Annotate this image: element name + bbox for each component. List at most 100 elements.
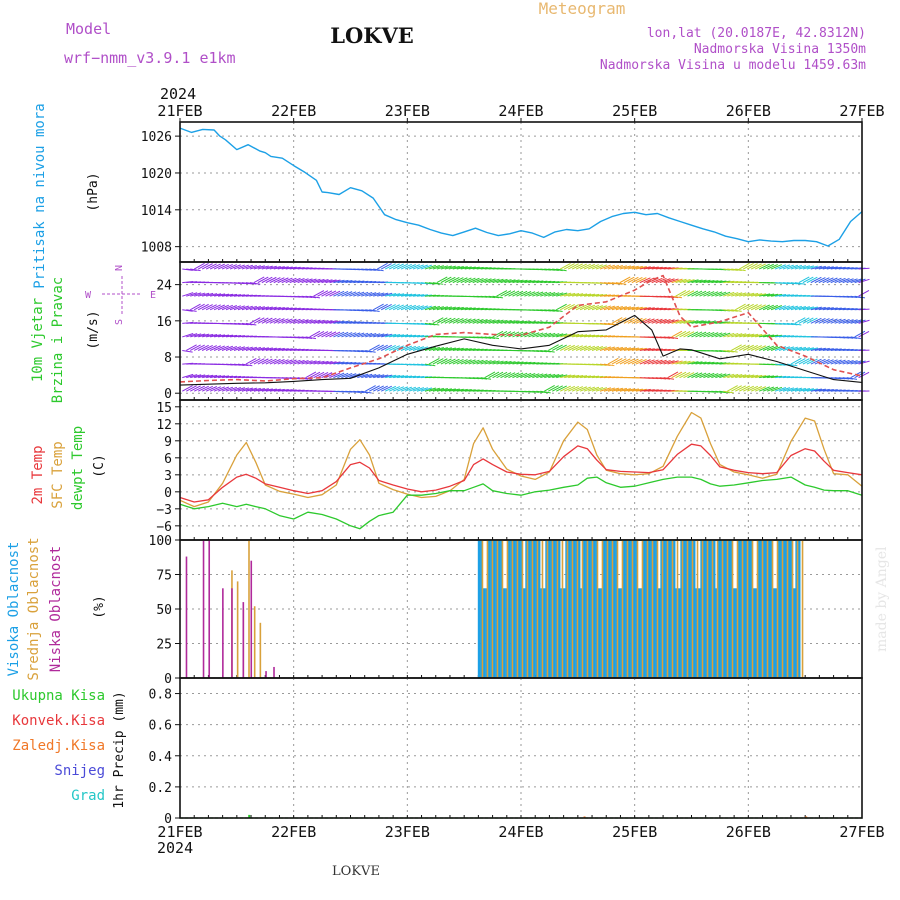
wind-barb (639, 266, 651, 270)
wind-barb (651, 307, 663, 311)
wind-barb (206, 293, 218, 297)
wind-barb (193, 303, 205, 311)
wind-barb (389, 334, 401, 338)
wind-barb (695, 331, 707, 338)
cloud-outer-label-3: Niska Oblacnost (48, 546, 64, 672)
wind-barb (277, 277, 289, 284)
wind-barb (261, 265, 273, 270)
high-cloud-bar (545, 540, 548, 678)
wind-barb (349, 321, 361, 324)
wind-barb (317, 331, 329, 338)
wind-barb (416, 264, 428, 270)
wind-barb (627, 265, 639, 270)
wind-barb (643, 359, 655, 365)
wind-barb (484, 336, 496, 339)
wind-barb (388, 263, 400, 270)
wind-barb (762, 263, 774, 270)
high-cloud-bar (625, 540, 628, 678)
wind-barb (202, 374, 214, 379)
wind-barb (552, 385, 563, 392)
wind-barb (404, 386, 417, 392)
wind-barb (707, 373, 719, 379)
wind-barb (715, 332, 727, 338)
wind-barb (194, 292, 206, 297)
bottom-date-label: 21FEB (157, 823, 202, 841)
wind-barb (631, 265, 643, 270)
wind-barb (576, 375, 588, 379)
wind-barb (802, 388, 814, 392)
wind-barb (261, 388, 273, 392)
wind-barb (599, 387, 612, 392)
wind-barb (635, 277, 647, 284)
wind-barb (611, 387, 624, 392)
precip-panel: 0.8 0.6 0.4 0.2 0 (149, 677, 863, 827)
wind-barb (536, 280, 548, 284)
wind-barb (508, 361, 520, 365)
wind-barb (564, 292, 576, 297)
high-cloud-bar (522, 588, 526, 678)
wind-barb (249, 306, 261, 311)
wind-barb (440, 347, 452, 351)
wind-barb (309, 295, 321, 299)
wind-barb (834, 318, 846, 324)
high-cloud-bar (530, 540, 533, 678)
wind-barb (572, 334, 584, 338)
wind-barb (822, 318, 834, 324)
wind-barb (305, 360, 317, 365)
wind-barb (544, 373, 556, 379)
high-cloud-bar (682, 540, 686, 678)
wind-barb (512, 361, 524, 365)
wind-barb (655, 359, 667, 365)
wind-barb (341, 332, 353, 338)
mid-cloud-bar (766, 540, 769, 678)
wind-barb (373, 268, 384, 272)
mid-cloud-bar (646, 540, 649, 678)
wind-barb (763, 375, 775, 379)
wind-barb (389, 374, 401, 379)
wind-barb (707, 280, 719, 284)
wind-barb (735, 374, 747, 379)
wind-barb (707, 291, 719, 297)
mid-cloud-bar (791, 540, 794, 678)
wind-barb (603, 363, 615, 367)
y-tick-label: 12 (156, 418, 172, 433)
wind-barb (408, 334, 421, 338)
high-cloud-bar (562, 588, 566, 678)
wind-barb (750, 304, 762, 311)
wind-barb (214, 334, 226, 338)
wind-barb (440, 317, 452, 324)
wind-barb (555, 303, 567, 311)
high-cloud-bar (497, 540, 501, 678)
wind-barb (556, 268, 567, 272)
y-tick-label: 0.4 (149, 750, 173, 765)
wind-barb (233, 305, 245, 311)
wind-barb (194, 333, 206, 338)
wind-barb (281, 277, 293, 284)
lonlat-text: lon,lat (20.0187E, 42.8312N) (647, 26, 866, 41)
mid-cloud-bar (701, 540, 704, 678)
wind-barb (568, 293, 580, 297)
wind-barb (576, 293, 588, 297)
wind-barb (186, 292, 198, 297)
wind-barb (333, 290, 345, 297)
wind-barb (508, 290, 520, 297)
wind-barb (615, 358, 627, 365)
wind-barb (810, 306, 822, 311)
mid-cloud-bar (771, 540, 774, 678)
wind-barb (341, 372, 353, 379)
wind-barb (647, 307, 659, 311)
wind-barb (627, 347, 639, 351)
wind-barb (492, 278, 504, 284)
wind-barb (532, 373, 544, 379)
wind-barb (269, 277, 281, 284)
wind-barb (699, 361, 711, 365)
wind-barb (631, 347, 643, 351)
wind-barb (548, 385, 559, 392)
low-cloud-bar (273, 666, 275, 678)
wind-barb (380, 385, 392, 392)
high-cloud-bar (517, 540, 521, 678)
wind-barb (532, 280, 544, 284)
wind-barb (193, 262, 205, 270)
wind-barb (202, 292, 214, 297)
high-cloud-bar (772, 588, 776, 678)
